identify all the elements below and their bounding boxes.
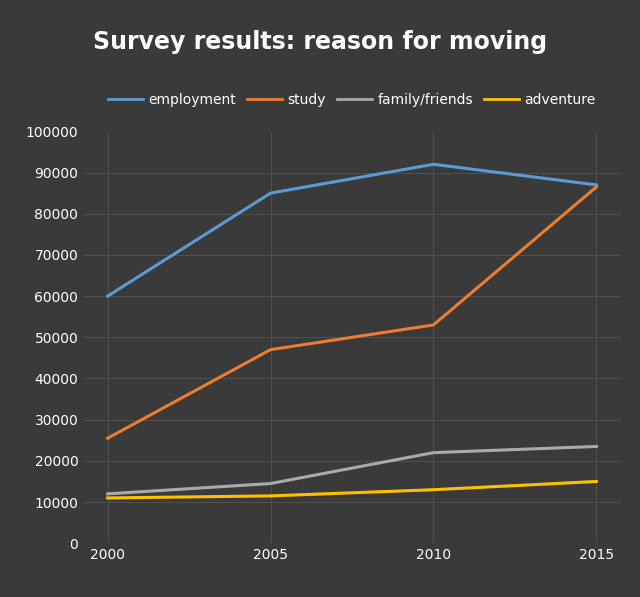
adventure xyxy=(104,494,111,501)
Line: family/friends: family/friends xyxy=(108,447,596,494)
study xyxy=(104,435,111,442)
family/friends xyxy=(593,443,600,450)
study xyxy=(267,346,275,353)
employment xyxy=(429,161,437,168)
Line: employment: employment xyxy=(108,164,596,296)
family/friends xyxy=(104,490,111,497)
Line: adventure: adventure xyxy=(108,481,596,498)
adventure xyxy=(593,478,600,485)
family/friends xyxy=(429,449,437,456)
adventure xyxy=(267,493,275,500)
Text: Survey results: reason for moving: Survey results: reason for moving xyxy=(93,30,547,54)
Line: study: study xyxy=(108,187,596,438)
study xyxy=(429,321,437,328)
family/friends xyxy=(267,480,275,487)
employment xyxy=(593,181,600,189)
employment xyxy=(104,293,111,300)
employment xyxy=(267,189,275,196)
adventure xyxy=(429,486,437,493)
Legend: employment, study, family/friends, adventure: employment, study, family/friends, adven… xyxy=(102,88,602,113)
study xyxy=(593,183,600,190)
